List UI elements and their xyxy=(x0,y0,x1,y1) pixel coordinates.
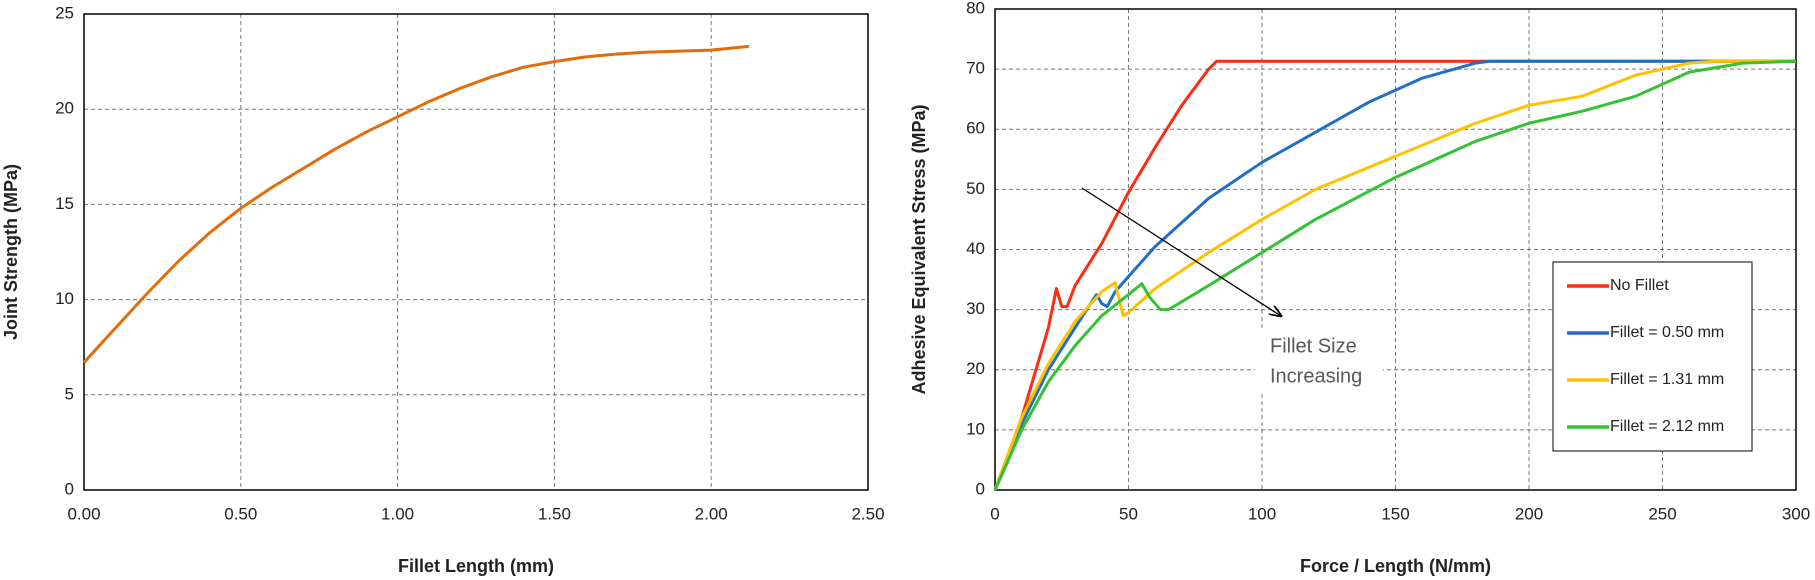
x-tick-label: 2.00 xyxy=(695,504,728,523)
y-tick-label: 20 xyxy=(966,359,985,378)
x-tick-label: 150 xyxy=(1381,504,1409,523)
y-tick-label: 10 xyxy=(55,289,74,308)
y-tick-label: 70 xyxy=(966,59,985,78)
x-axis-title: Force / Length (N/mm) xyxy=(1300,556,1491,576)
x-tick-label: 2.50 xyxy=(851,504,884,523)
data-line xyxy=(993,59,1796,491)
legend-label: No Fillet xyxy=(1610,277,1669,294)
annotation: Fillet Size xyxy=(1270,335,1357,357)
annotation: Increasing xyxy=(1270,365,1362,387)
x-tick-label: 50 xyxy=(1119,504,1138,523)
y-tick-label: 5 xyxy=(65,384,74,403)
y-tick-label: 0 xyxy=(976,479,985,498)
y-tick-label: 10 xyxy=(966,419,985,438)
y-tick-label: 40 xyxy=(966,239,985,258)
annotation-arrow xyxy=(1081,187,1281,316)
plot-frame xyxy=(83,13,869,491)
x-tick-label: 250 xyxy=(1648,504,1676,523)
y-tick-label: 20 xyxy=(55,99,74,118)
data-line xyxy=(993,59,1796,491)
x-tick-label: 0.00 xyxy=(67,504,100,523)
plot-frame xyxy=(994,8,1797,491)
x-axis-title: Fillet Length (mm) xyxy=(398,556,554,576)
legend-label: Fillet = 1.31 mm xyxy=(1610,371,1724,388)
y-tick-label: 60 xyxy=(966,119,985,138)
x-tick-label: 0 xyxy=(990,504,999,523)
data-line xyxy=(993,59,1797,491)
x-tick-label: 1.00 xyxy=(381,504,414,523)
legend-label: Fillet = 0.50 mm xyxy=(1610,324,1724,341)
legend-box xyxy=(1552,261,1753,452)
y-axis-title: Adhesive Equivalent Stress (MPa) xyxy=(909,104,929,394)
x-tick-label: 300 xyxy=(1782,504,1810,523)
y-tick-label: 30 xyxy=(966,299,985,318)
legend-label: Fillet = 2.12 mm xyxy=(1610,418,1724,435)
annotation-bg xyxy=(1255,330,1383,392)
y-tick-label: 50 xyxy=(966,179,985,198)
y-tick-label: 25 xyxy=(55,3,74,22)
x-tick-label: 100 xyxy=(1248,504,1276,523)
y-tick-label: 15 xyxy=(55,194,74,213)
x-tick-label: 0.50 xyxy=(224,504,257,523)
y-tick-label: 0 xyxy=(65,479,74,498)
y-axis-title: Joint Strength (MPa) xyxy=(1,164,21,340)
data-line xyxy=(82,44,749,364)
y-tick-label: 80 xyxy=(966,0,985,17)
x-tick-label: 200 xyxy=(1515,504,1543,523)
x-tick-label: 1.50 xyxy=(538,504,571,523)
data-line xyxy=(993,59,1796,491)
